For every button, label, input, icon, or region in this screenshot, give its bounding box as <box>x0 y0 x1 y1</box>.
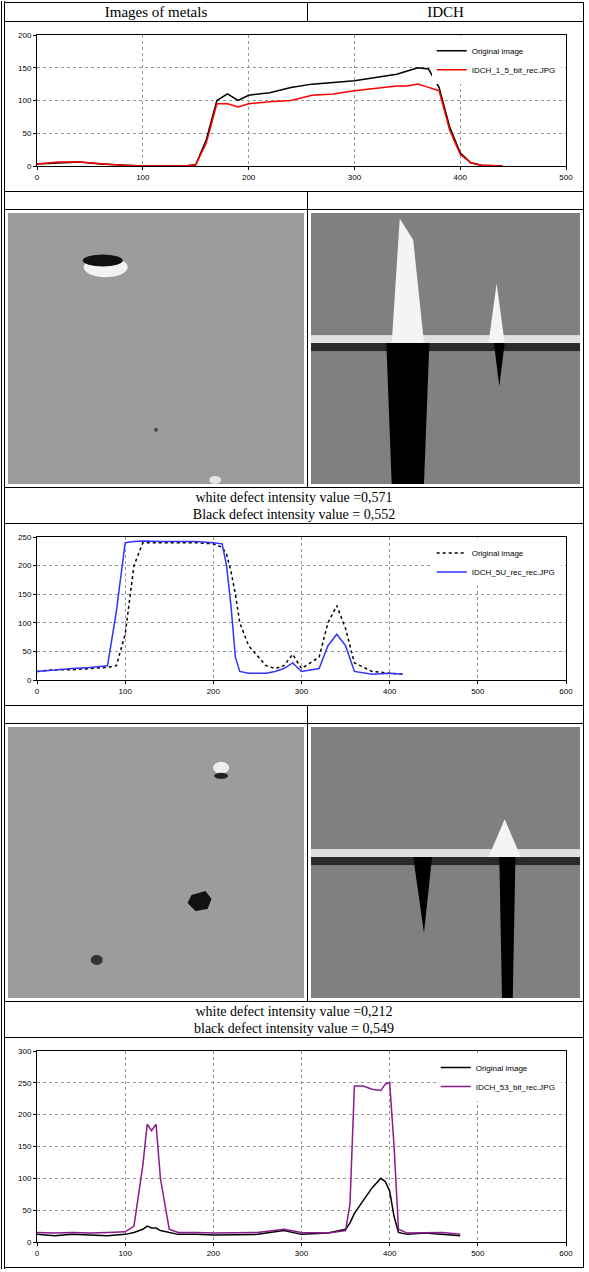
svg-text:100: 100 <box>18 619 32 628</box>
svg-text:150: 150 <box>18 1142 32 1151</box>
svg-text:Original image: Original image <box>476 1064 528 1073</box>
svg-text:100: 100 <box>136 173 150 182</box>
svg-text:IDCH_5U_rec_rec.JPG: IDCH_5U_rec_rec.JPG <box>472 568 555 577</box>
svg-text:0: 0 <box>35 687 40 696</box>
svg-text:0: 0 <box>27 1238 32 1247</box>
svg-text:50: 50 <box>22 647 31 656</box>
svg-text:300: 300 <box>295 1249 309 1258</box>
svg-text:200: 200 <box>207 687 221 696</box>
svg-text:250: 250 <box>18 533 32 542</box>
svg-text:50: 50 <box>22 1206 31 1215</box>
svg-text:IDCH_1_5_bit_rec.JPG: IDCH_1_5_bit_rec.JPG <box>472 66 556 75</box>
svg-text:400: 400 <box>383 687 397 696</box>
svg-text:0: 0 <box>35 173 40 182</box>
svg-text:300: 300 <box>348 173 362 182</box>
svg-text:200: 200 <box>207 1249 221 1258</box>
svg-text:400: 400 <box>454 173 468 182</box>
svg-text:600: 600 <box>559 687 573 696</box>
svg-text:200: 200 <box>18 561 32 570</box>
svg-text:0: 0 <box>35 1249 40 1258</box>
svg-text:100: 100 <box>18 96 32 105</box>
html-text:Images of metals: Images of metals <box>104 4 208 20</box>
svg-text:0: 0 <box>27 162 32 171</box>
svg-text:Original image: Original image <box>472 47 524 56</box>
svg-text:IDCH_53_bit_rec.JPG: IDCH_53_bit_rec.JPG <box>476 1083 555 1092</box>
svg-text:200: 200 <box>242 173 256 182</box>
svg-text:300: 300 <box>295 687 309 696</box>
svg-text:150: 150 <box>18 64 32 73</box>
svg-text:250: 250 <box>18 1079 32 1088</box>
svg-text:300: 300 <box>18 1047 32 1056</box>
html-text:black defect intensity value =: black defect intensity value = 0,549 <box>194 1021 394 1036</box>
svg-text:150: 150 <box>18 590 32 599</box>
svg-text:0: 0 <box>27 676 32 685</box>
svg-text:500: 500 <box>559 173 573 182</box>
svg-text:400: 400 <box>383 1249 397 1258</box>
svg-text:Original image: Original image <box>472 549 524 558</box>
svg-text:100: 100 <box>18 1174 32 1183</box>
html-text:white defect intensity value =: white defect intensity value =0,571 <box>195 490 393 505</box>
svg-text:100: 100 <box>118 1249 132 1258</box>
svg-text:100: 100 <box>118 687 132 696</box>
svg-text:50: 50 <box>22 129 31 138</box>
svg-text:500: 500 <box>471 687 485 696</box>
svg-text:200: 200 <box>18 1110 32 1119</box>
html-text:IDCH: IDCH <box>427 4 464 20</box>
html-text:Black defect intensity value =: Black defect intensity value = 0,552 <box>192 507 396 522</box>
html-text:white defect intensity value =: white defect intensity value =0,212 <box>195 1004 393 1019</box>
svg-text:200: 200 <box>18 31 32 40</box>
svg-text:500: 500 <box>471 1249 485 1258</box>
svg-text:600: 600 <box>559 1249 573 1258</box>
